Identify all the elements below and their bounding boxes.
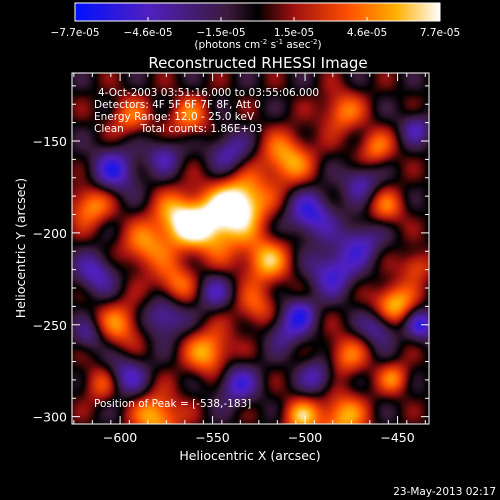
- peak-annotation: Position of Peak = [-538,-183]: [94, 398, 251, 410]
- chart-title: Reconstructed RHESSI Image: [148, 54, 367, 72]
- colorbar-tick-label: −1.5e-05: [196, 27, 245, 39]
- colorbar-tick-label: −7.7e-05: [50, 27, 99, 39]
- x-tick-label: −500: [288, 430, 322, 445]
- colorbar: [75, 3, 440, 21]
- annotation-time: 4-Oct-2003 03:51:16.000 to 03:55:06.000: [98, 87, 319, 99]
- colorbar-tick-label: 7.7e-05: [420, 27, 460, 39]
- colorbar-tick-label: 4.6e-05: [347, 27, 387, 39]
- annotation-energy: Energy Range: 12.0 - 25.0 keV: [94, 111, 255, 123]
- axis-ticks: −600 −550 −500 −450 −150 −200 −250 −300: [33, 73, 429, 445]
- colorbar-tick-label: 1.5e-05: [274, 27, 314, 39]
- plot-frame: [71, 72, 430, 425]
- heatmap-image: [72, 73, 429, 424]
- annotation-detectors: Detectors: 4F 5F 6F 7F 8F, Att 0: [94, 99, 261, 111]
- colorbar-tick-label: −4.6e-05: [123, 27, 172, 39]
- y-tick-label: −200: [33, 226, 67, 241]
- colorbar-ticks: −7.7e-05 −4.6e-05 −1.5e-05 1.5e-05 4.6e-05 7.…: [50, 17, 460, 39]
- y-tick-label: −300: [33, 410, 67, 425]
- y-axis-label: Heliocentric Y (arcsec): [13, 178, 28, 318]
- annotation-clean: Clean Total counts: 1.86E+03: [94, 123, 263, 135]
- x-tick-label: −550: [195, 430, 229, 445]
- x-axis-label: Heliocentric X (arcsec): [179, 448, 320, 463]
- colorbar-frame: [74, 2, 441, 22]
- y-tick-label: −150: [33, 134, 67, 149]
- x-tick-label: −450: [380, 430, 414, 445]
- timestamp: 23-May-2013 02:17: [393, 486, 496, 498]
- colorbar-label: (photons cm-2 s-1 asec-2): [194, 38, 321, 51]
- y-tick-label: −250: [33, 318, 67, 333]
- x-tick-label: −600: [103, 430, 137, 445]
